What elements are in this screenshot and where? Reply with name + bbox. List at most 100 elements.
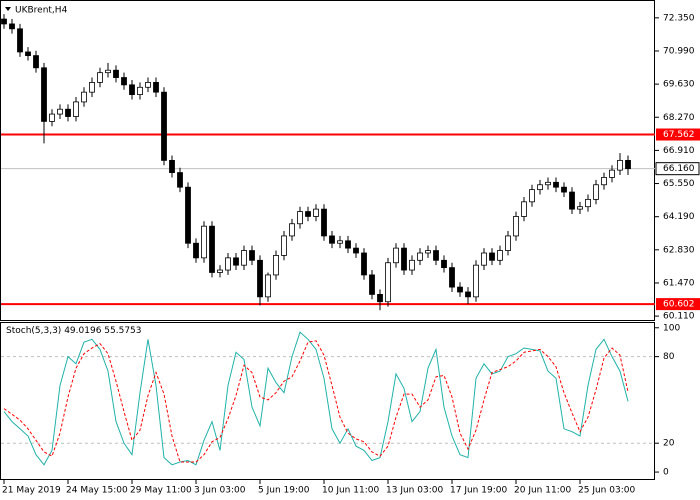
x-tick-label: 25 Jun 03:00 [578, 486, 635, 496]
y-tick-label: 100 [663, 323, 680, 333]
x-tick-label: 17 Jun 19:00 [450, 486, 507, 496]
current-price-box [655, 162, 700, 176]
candle-body [121, 77, 127, 86]
price-panel [0, 0, 655, 321]
candle-body [297, 211, 303, 225]
candle-body [305, 211, 311, 217]
level-label: 67.562 [663, 130, 695, 140]
candle-body [185, 186, 191, 244]
candle-body [385, 262, 391, 303]
candle-body [25, 51, 31, 57]
candle-body [289, 223, 295, 237]
x-tick-label: 20 Jun 11:00 [514, 486, 571, 496]
candle-body [401, 247, 407, 271]
candle-body [345, 240, 351, 249]
stoch-k: 49.0196 [64, 326, 101, 336]
candle-body [601, 177, 607, 186]
y-tick-label: 72.350 [663, 13, 695, 23]
candle-body [57, 108, 63, 115]
candle-body [377, 294, 383, 303]
x-tick-label: 5 Jun 19:00 [258, 486, 310, 496]
candle-body [65, 108, 71, 117]
candle-body [137, 86, 143, 95]
candle-body [161, 91, 167, 161]
stoch-line [3, 331, 629, 466]
candle-body [417, 252, 423, 261]
y-tick-label: 0 [663, 468, 669, 478]
y-tick-label: 70.990 [663, 46, 695, 56]
candle-body [233, 257, 239, 266]
candle-body [41, 67, 47, 122]
candle-body [17, 28, 23, 53]
y-tick-label: 61.470 [663, 278, 695, 288]
x-tick-label: 29 May 11:00 [130, 486, 192, 496]
candle-body [201, 225, 207, 259]
candle-body [473, 264, 479, 298]
symbol-title: UKBrent,H4 [15, 6, 68, 16]
candle-body [545, 181, 551, 186]
candle-body [33, 55, 39, 69]
candle-body [49, 113, 55, 122]
candle-body [81, 91, 87, 103]
candle-body [433, 250, 439, 261]
candle-body [625, 159, 631, 170]
menu-arrow[interactable] [5, 7, 11, 11]
candle-body [217, 269, 223, 273]
candle-body [361, 252, 367, 276]
candle-body [225, 257, 231, 271]
candle-body [129, 84, 135, 95]
y-tick-label: 66.910 [663, 146, 695, 156]
candle-body [9, 23, 15, 30]
y-tick-label: 80 [663, 352, 675, 362]
candle-body [553, 181, 559, 188]
candle-body [169, 159, 175, 173]
candle-body [513, 216, 519, 237]
level-label-box [656, 128, 700, 141]
candle-body [465, 291, 471, 298]
candle-body [457, 286, 463, 293]
stoch-line [3, 340, 629, 463]
candle-body [89, 82, 95, 93]
candle-body [113, 69, 119, 78]
current-price-label: 66.160 [663, 164, 695, 174]
y-tick-label: 64.190 [663, 212, 695, 222]
candle-body [145, 82, 151, 88]
y-tick-label: 65.550 [663, 179, 695, 189]
candle-body [529, 189, 535, 203]
y-tick-label: 20 [663, 439, 675, 449]
candle-body [409, 259, 415, 271]
candle-body [505, 235, 511, 251]
candle-body [337, 240, 343, 244]
candle-body [569, 191, 575, 210]
candle-body [561, 186, 567, 193]
stoch-name: Stoch(5,3,3) [6, 326, 61, 336]
candle-body [593, 184, 599, 200]
candle-body [265, 274, 271, 298]
candle-body [209, 225, 215, 273]
candle-body [369, 274, 375, 295]
x-tick-label: 21 May 2019 [2, 486, 61, 496]
candle-body [449, 267, 455, 288]
x-tick-label: 3 Jun 03:00 [194, 486, 246, 496]
stoch-title: Stoch(5,3,3) 49.0196 55.5753 [6, 326, 142, 336]
level-label-box [656, 298, 700, 311]
candle-body [521, 201, 527, 217]
candle-body [1, 18, 7, 25]
candle-body [73, 101, 79, 117]
level-label: 60.602 [663, 300, 695, 310]
candle-body [617, 159, 623, 171]
candle-body [281, 235, 287, 256]
candle-body [321, 208, 327, 237]
candle-body [393, 247, 399, 264]
candle-body [329, 235, 335, 244]
x-tick-label: 24 May 15:00 [66, 486, 128, 496]
candle-body [497, 250, 503, 261]
candle-body [481, 252, 487, 266]
candle-body [585, 198, 591, 208]
candle-body [489, 252, 495, 261]
candle-body [257, 259, 263, 298]
candle-body [273, 255, 279, 276]
candle-body [177, 172, 183, 188]
candle-body [249, 250, 255, 261]
